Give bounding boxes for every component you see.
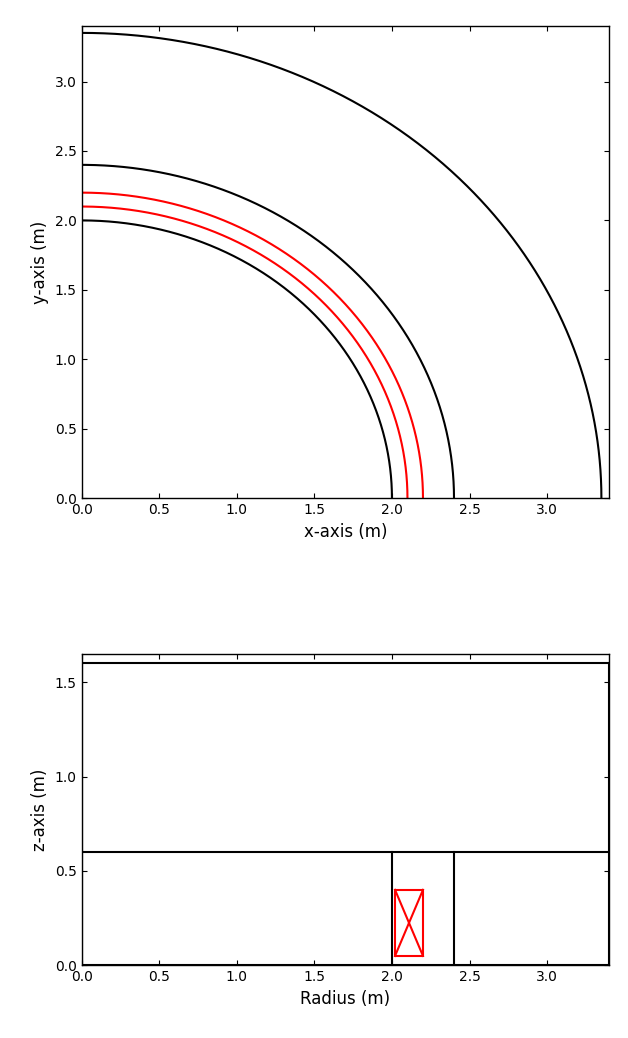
Y-axis label: z-axis (m): z-axis (m) xyxy=(31,768,49,851)
X-axis label: x-axis (m): x-axis (m) xyxy=(304,523,387,541)
Y-axis label: y-axis (m): y-axis (m) xyxy=(31,220,49,304)
Bar xyxy=(395,890,423,956)
X-axis label: Radius (m): Radius (m) xyxy=(300,990,391,1008)
